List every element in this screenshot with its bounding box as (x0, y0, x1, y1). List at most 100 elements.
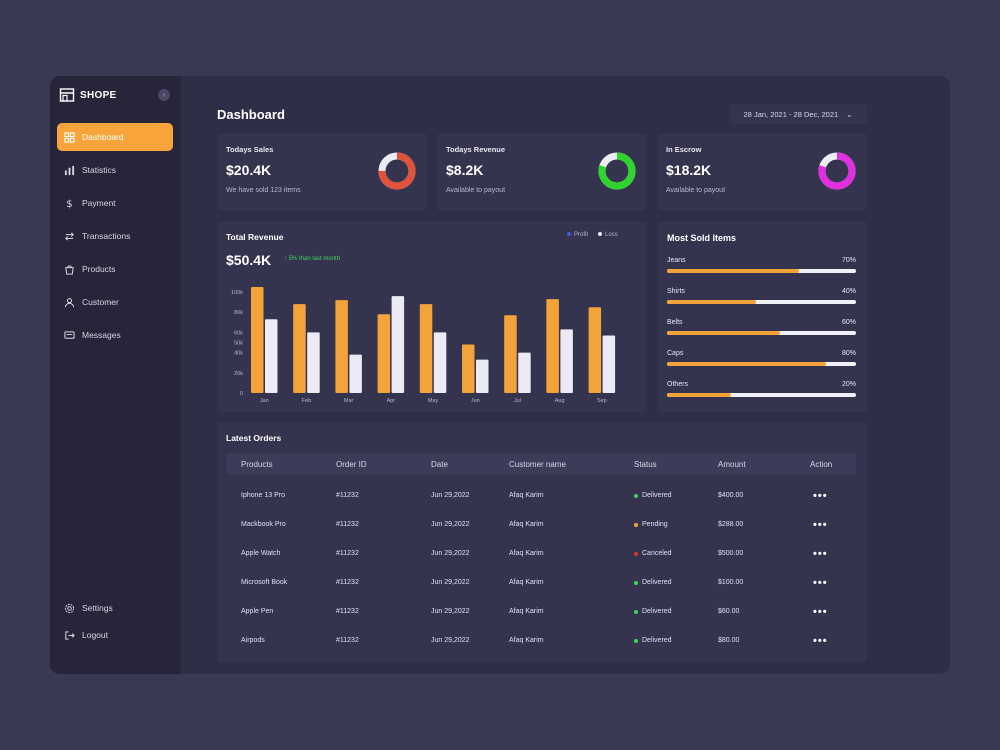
progress-track (667, 300, 856, 304)
stat-subtext: We have sold 123 items (226, 187, 301, 194)
sidebar-item-dashboard[interactable]: Dashboard (57, 123, 173, 151)
cell-customer: Afaq Karim (509, 550, 544, 557)
item-percent: 80% (841, 350, 856, 357)
x-tick-label: Jun (471, 398, 480, 404)
bar-profit-mar[interactable] (335, 300, 348, 393)
bar-loss-may[interactable] (433, 332, 447, 393)
more-horizontal-icon[interactable]: ••• (813, 547, 828, 560)
total-revenue-card: Total Revenue $50.4K ↑ 5% than last mont… (217, 221, 647, 412)
more-horizontal-icon[interactable]: ••• (813, 518, 828, 531)
sidebar-item-statistics[interactable]: Statistics (57, 156, 173, 184)
gear-icon (64, 603, 75, 614)
column-header-action[interactable]: Action (810, 459, 833, 469)
bar-loss-mar[interactable] (349, 354, 362, 393)
donut-chart (598, 152, 636, 190)
cell-status: Pending (634, 510, 668, 539)
sidebar-item-customer[interactable]: Customer (57, 288, 173, 316)
cell-customer: Afaq Karim (509, 579, 544, 586)
chevron-left-icon[interactable]: ‹ (158, 89, 170, 101)
sidebar-item-transactions[interactable]: Transactions (57, 222, 173, 250)
column-header-status[interactable]: Status (634, 459, 657, 469)
stat-card: Todays Revenue $8.2K Available to payout (437, 133, 647, 211)
cell-action: ••• (813, 539, 828, 568)
more-horizontal-icon[interactable]: ••• (813, 634, 828, 647)
bar-loss-apr[interactable] (391, 296, 405, 393)
cell-amount: $500.00 (718, 550, 744, 557)
x-tick-label: Aug (555, 398, 565, 404)
table-row[interactable]: Airpods #11232 Jun 29,2022 Afaq Karim Delive… (226, 626, 856, 655)
cell-product: Mackbook Pro (241, 521, 286, 528)
column-header-customer-name[interactable]: Customer name (509, 459, 566, 469)
date-range-picker[interactable]: 28 Jan, 2021 - 28 Dec, 2021 ⌄ (729, 104, 867, 124)
stat-value: $8.2K (446, 162, 484, 178)
cell-action: ••• (813, 568, 828, 597)
legend-label: Loss (605, 232, 618, 238)
sidebar-item-label: Customer (82, 297, 119, 307)
bar-loss-jun[interactable] (476, 359, 489, 393)
bar-profit-aug[interactable] (546, 299, 559, 393)
bar-profit-jul[interactable] (504, 315, 517, 393)
revenue-title: Total Revenue (226, 232, 284, 242)
cell-order-id: #11232 (336, 608, 359, 615)
column-header-order-id[interactable]: Order ID (336, 459, 367, 469)
progress-fill (667, 393, 732, 397)
more-horizontal-icon[interactable]: ••• (813, 605, 828, 618)
most-sold-card: Most Sold Items Jeans 70% Shirts 40% Belts 60… (657, 221, 867, 412)
sidebar-item-payment[interactable]: $ Payment (57, 189, 173, 217)
status-text: Pending (642, 521, 668, 528)
table-row[interactable]: Microsoft Book #11232 Jun 29,2022 Afaq Kari… (226, 568, 856, 597)
bar-profit-may[interactable] (419, 304, 433, 393)
cell-customer: Afaq Karim (509, 492, 544, 499)
transfer-icon (64, 231, 75, 242)
table-row[interactable]: Mackbook Pro #11232 Jun 29,2022 Afaq Karim P… (226, 510, 856, 539)
bar-loss-sep[interactable] (602, 335, 616, 393)
sidebar-item-settings[interactable]: Settings (57, 597, 173, 619)
status-text: Delivered (642, 492, 672, 499)
bar-profit-apr[interactable] (377, 314, 391, 393)
user-icon (64, 297, 75, 308)
column-header-date[interactable]: Date (431, 459, 448, 469)
x-tick-label: Sep (597, 398, 607, 404)
cell-customer: Afaq Karim (509, 637, 544, 644)
bar-loss-feb[interactable] (307, 332, 320, 393)
donut-segment (818, 152, 856, 190)
bar-loss-aug[interactable] (560, 329, 573, 393)
table-row[interactable]: Apple Watch #11232 Jun 29,2022 Afaq Karim Ca… (226, 539, 856, 568)
stat-card: Todays Sales $20.4K We have sold 123 items (217, 133, 427, 211)
sidebar-item-label: Products (82, 264, 116, 274)
cell-action: ••• (813, 510, 828, 539)
sidebar-item-products[interactable]: Products (57, 255, 173, 283)
most-sold-item: Jeans 70% (667, 257, 856, 273)
cell-date: Jun 29,2022 (431, 521, 470, 528)
column-header-amount[interactable]: Amount (718, 459, 746, 469)
table-row[interactable]: Apple Pen #11232 Jun 29,2022 Afaq Karim Deli… (226, 597, 856, 626)
cell-amount: $400.00 (718, 492, 744, 499)
legend-dot (598, 232, 603, 237)
x-tick-label: Mar (344, 398, 354, 404)
status-text: Canceled (642, 550, 672, 557)
status-text: Delivered (642, 579, 672, 586)
cell-amount: $60.00 (718, 608, 740, 615)
legend-dot (567, 232, 571, 237)
cell-order-id: #11232 (336, 521, 359, 528)
brand[interactable]: SHOPE (59, 87, 117, 103)
sidebar-item-messages[interactable]: Messages (57, 321, 173, 349)
progress-track (667, 362, 856, 366)
bar-profit-sep[interactable] (588, 307, 602, 393)
item-label: Jeans (667, 257, 686, 264)
bar-profit-jun[interactable] (462, 344, 475, 393)
more-horizontal-icon[interactable]: ••• (813, 489, 828, 502)
bar-loss-jan[interactable] (265, 319, 278, 393)
more-horizontal-icon[interactable]: ••• (813, 576, 828, 589)
column-header-products[interactable]: Products (241, 459, 273, 469)
progress-fill (667, 300, 756, 304)
stat-subtext: Available to payout (446, 187, 506, 194)
stat-value: $20.4K (226, 162, 272, 178)
progress-fill (667, 362, 826, 366)
table-row[interactable]: Iphone 13 Pro #11232 Jun 29,2022 Afaq Karim… (226, 481, 856, 510)
bar-profit-jan[interactable] (251, 287, 264, 393)
bar-loss-jul[interactable] (518, 352, 531, 393)
cell-amount: $100.00 (718, 579, 744, 586)
sidebar-item-logout[interactable]: Logout (57, 624, 173, 646)
bar-profit-feb[interactable] (293, 304, 306, 393)
